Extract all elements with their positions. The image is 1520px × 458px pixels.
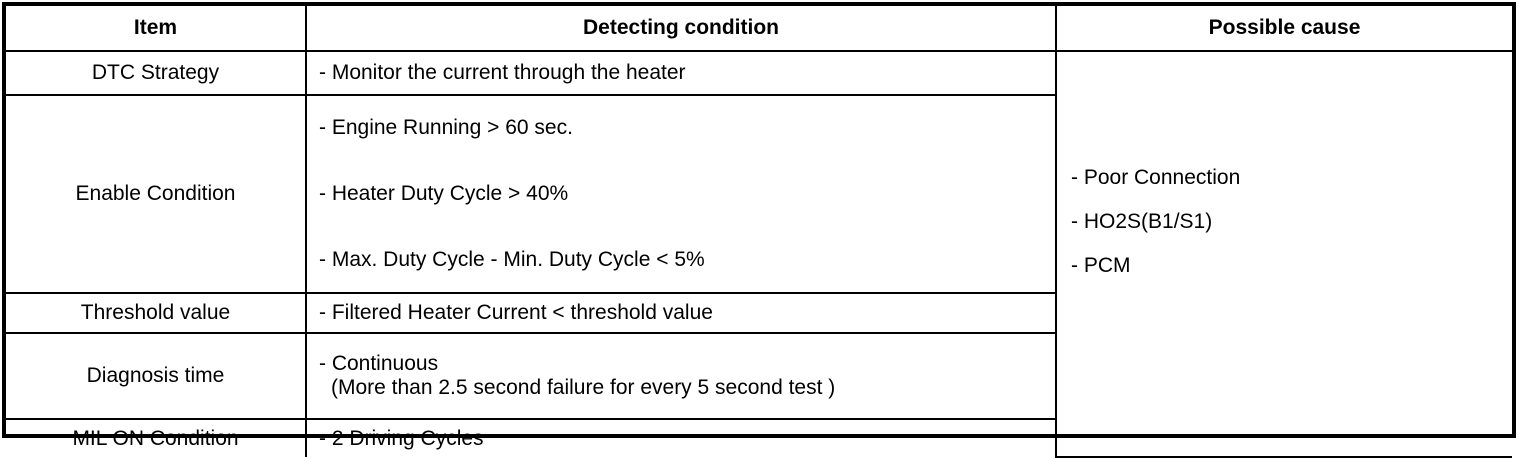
condition-cell: - Monitor the current through the heater bbox=[305, 50, 1057, 96]
condition-line: - Heater Duty Cycle > 40% bbox=[319, 182, 569, 205]
item-cell: Diagnosis time bbox=[6, 332, 307, 420]
table-row: Threshold value - Filtered Heater Curren… bbox=[6, 292, 1512, 334]
table-row: DTC Strategy - Monitor the current throu… bbox=[6, 50, 1512, 458]
item-cell: DTC Strategy bbox=[6, 50, 307, 96]
header-item: Item bbox=[6, 6, 307, 52]
item-cell: Enable Condition bbox=[6, 94, 307, 294]
cause-line: - PCM bbox=[1071, 254, 1131, 277]
condition-line: - Filtered Heater Current < threshold va… bbox=[319, 301, 713, 324]
cause-line: - HO2S(B1/S1) bbox=[1071, 210, 1213, 233]
condition-line: - Engine Running > 60 sec. bbox=[319, 116, 573, 139]
item-cell: Threshold value bbox=[6, 292, 307, 334]
possible-cause-cell: - Poor Connection - HO2S(B1/S1) - PCM bbox=[1055, 50, 1512, 458]
condition-line: - Max. Duty Cycle - Min. Duty Cycle < 5% bbox=[319, 248, 705, 271]
condition-cell: - Filtered Heater Current < threshold va… bbox=[305, 292, 1056, 334]
table-row: Enable Condition - Engine Running > 60 s… bbox=[6, 94, 1512, 294]
condition-cell: - Engine Running > 60 sec. - Heater Duty… bbox=[305, 94, 1056, 294]
condition-line: - 2 Driving Cycles bbox=[319, 426, 484, 450]
header-condition: Detecting condition bbox=[305, 6, 1057, 52]
table-row: Diagnosis time - Continuous (More than 2… bbox=[6, 332, 1512, 420]
condition-line: - Continuous bbox=[319, 352, 439, 375]
cause-line: - Poor Connection bbox=[1071, 166, 1241, 189]
dtc-table: Item Detecting condition Possible cause … bbox=[6, 6, 1512, 458]
condition-cell: - Continuous (More than 2.5 second failu… bbox=[305, 332, 1056, 420]
item-cell: MIL ON Condition bbox=[6, 418, 307, 457]
condition-cell: - 2 Driving Cycles bbox=[305, 418, 1056, 457]
header-cause: Possible cause bbox=[1055, 6, 1512, 52]
header-row: Item Detecting condition Possible cause bbox=[6, 6, 1512, 52]
condition-line: - Monitor the current through the heater bbox=[319, 61, 686, 84]
condition-line: (More than 2.5 second failure for every … bbox=[331, 376, 836, 399]
